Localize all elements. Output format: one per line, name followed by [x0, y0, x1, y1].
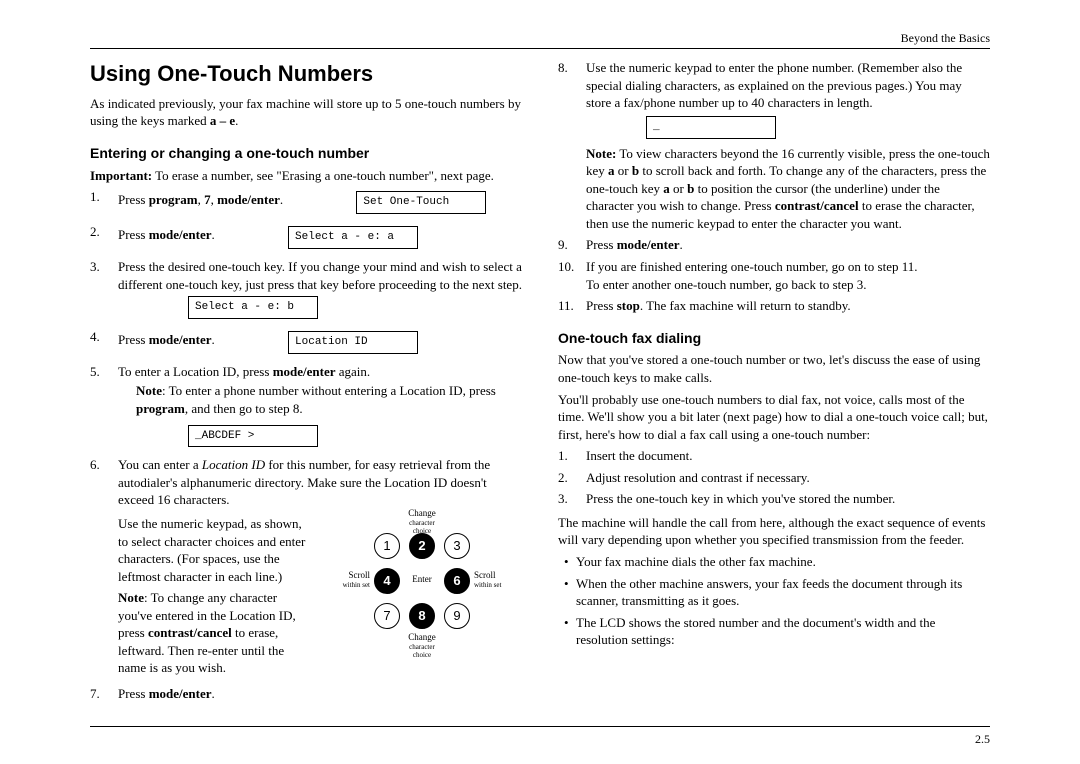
step-9: 9.Press mode/enter.	[576, 236, 990, 254]
lcd-display: Select a - e: b	[188, 296, 318, 319]
page-header: Beyond the Basics	[90, 30, 990, 49]
lcd-display: Set One-Touch	[356, 191, 486, 214]
step-5: 5.To enter a Location ID, press mode/ent…	[108, 363, 522, 452]
step-2: 2.Press mode/enter. Select a - e: a	[108, 223, 522, 254]
step-6-note: Note: To change any character you've ent…	[118, 589, 312, 677]
content: Using One-Touch Numbers As indicated pre…	[90, 59, 990, 706]
step-6: 6.You can enter a Location ID for this n…	[108, 456, 522, 681]
dial-step-1: 1.Insert the document.	[576, 447, 990, 465]
steps-entering-cont: 8.Use the numeric keypad to enter the ph…	[558, 59, 990, 314]
keypad-1: 1	[374, 533, 400, 559]
left-column: Using One-Touch Numbers As indicated pre…	[90, 59, 522, 706]
page-title: Using One-Touch Numbers	[90, 59, 522, 89]
page-number: 2.5	[975, 732, 990, 746]
dial-para-2: You'll probably use one-touch numbers to…	[558, 391, 990, 444]
keypad-text: Use the numeric keypad, as shown, to sel…	[118, 515, 312, 681]
dial-step-3: 3.Press the one-touch key in which you'v…	[576, 490, 990, 508]
keypad-6: 6	[444, 568, 470, 594]
step-8-note: Note: To view characters beyond the 16 c…	[586, 145, 990, 233]
keypad-9: 9	[444, 603, 470, 629]
important-note: Important: To erase a number, see "Erasi…	[90, 167, 522, 185]
lcd-display: Select a - e: a	[288, 226, 418, 249]
right-column: 8.Use the numeric keypad to enter the ph…	[558, 59, 990, 706]
steps-entering: 1.Press program, 7, mode/enter. Set One-…	[90, 188, 522, 702]
step-10: 10.If you are finished entering one-touc…	[576, 258, 990, 293]
keypad-diagram: Change character choice 1 2 3 Scroll wit…	[322, 515, 522, 655]
keypad-section: Use the numeric keypad, as shown, to sel…	[118, 515, 522, 681]
bullet-1: Your fax machine dials the other fax mac…	[564, 553, 990, 571]
bullet-2: When the other machine answers, your fax…	[564, 575, 990, 610]
step-5-note: Note: To enter a phone number without en…	[118, 382, 522, 417]
keypad-7: 7	[374, 603, 400, 629]
step-11: 11.Press stop. The fax machine will retu…	[576, 297, 990, 315]
dial-para-1: Now that you've stored a one-touch numbe…	[558, 351, 990, 386]
keypad-3: 3	[444, 533, 470, 559]
step-1: 1.Press program, 7, mode/enter. Set One-…	[108, 188, 522, 219]
step-3: 3.Press the desired one-touch key. If yo…	[108, 258, 522, 324]
page-footer: 2.5	[90, 726, 990, 747]
keypad-4: 4	[374, 568, 400, 594]
keypad-2: 2	[409, 533, 435, 559]
section-entering: Entering or changing a one-touch number	[90, 144, 522, 163]
dial-step-2: 2.Adjust resolution and contrast if nece…	[576, 469, 990, 487]
header-label: Beyond the Basics	[901, 31, 990, 45]
dial-para-3: The machine will handle the call from he…	[558, 514, 990, 549]
lcd-display: Location ID	[288, 331, 418, 354]
lcd-display: _ABCDEF >	[188, 425, 318, 448]
dial-bullets: Your fax machine dials the other fax mac…	[558, 553, 990, 649]
steps-dialing: 1.Insert the document. 2.Adjust resoluti…	[558, 447, 990, 508]
bullet-3: The LCD shows the stored number and the …	[564, 614, 990, 649]
intro: As indicated previously, your fax machin…	[90, 95, 522, 130]
lcd-display: _	[646, 116, 776, 139]
step-4: 4.Press mode/enter. Location ID	[108, 328, 522, 359]
section-dialing: One-touch fax dialing	[558, 329, 990, 348]
step-7: 7.Press mode/enter.	[108, 685, 522, 703]
step-8: 8.Use the numeric keypad to enter the ph…	[576, 59, 990, 232]
keypad-8: 8	[409, 603, 435, 629]
